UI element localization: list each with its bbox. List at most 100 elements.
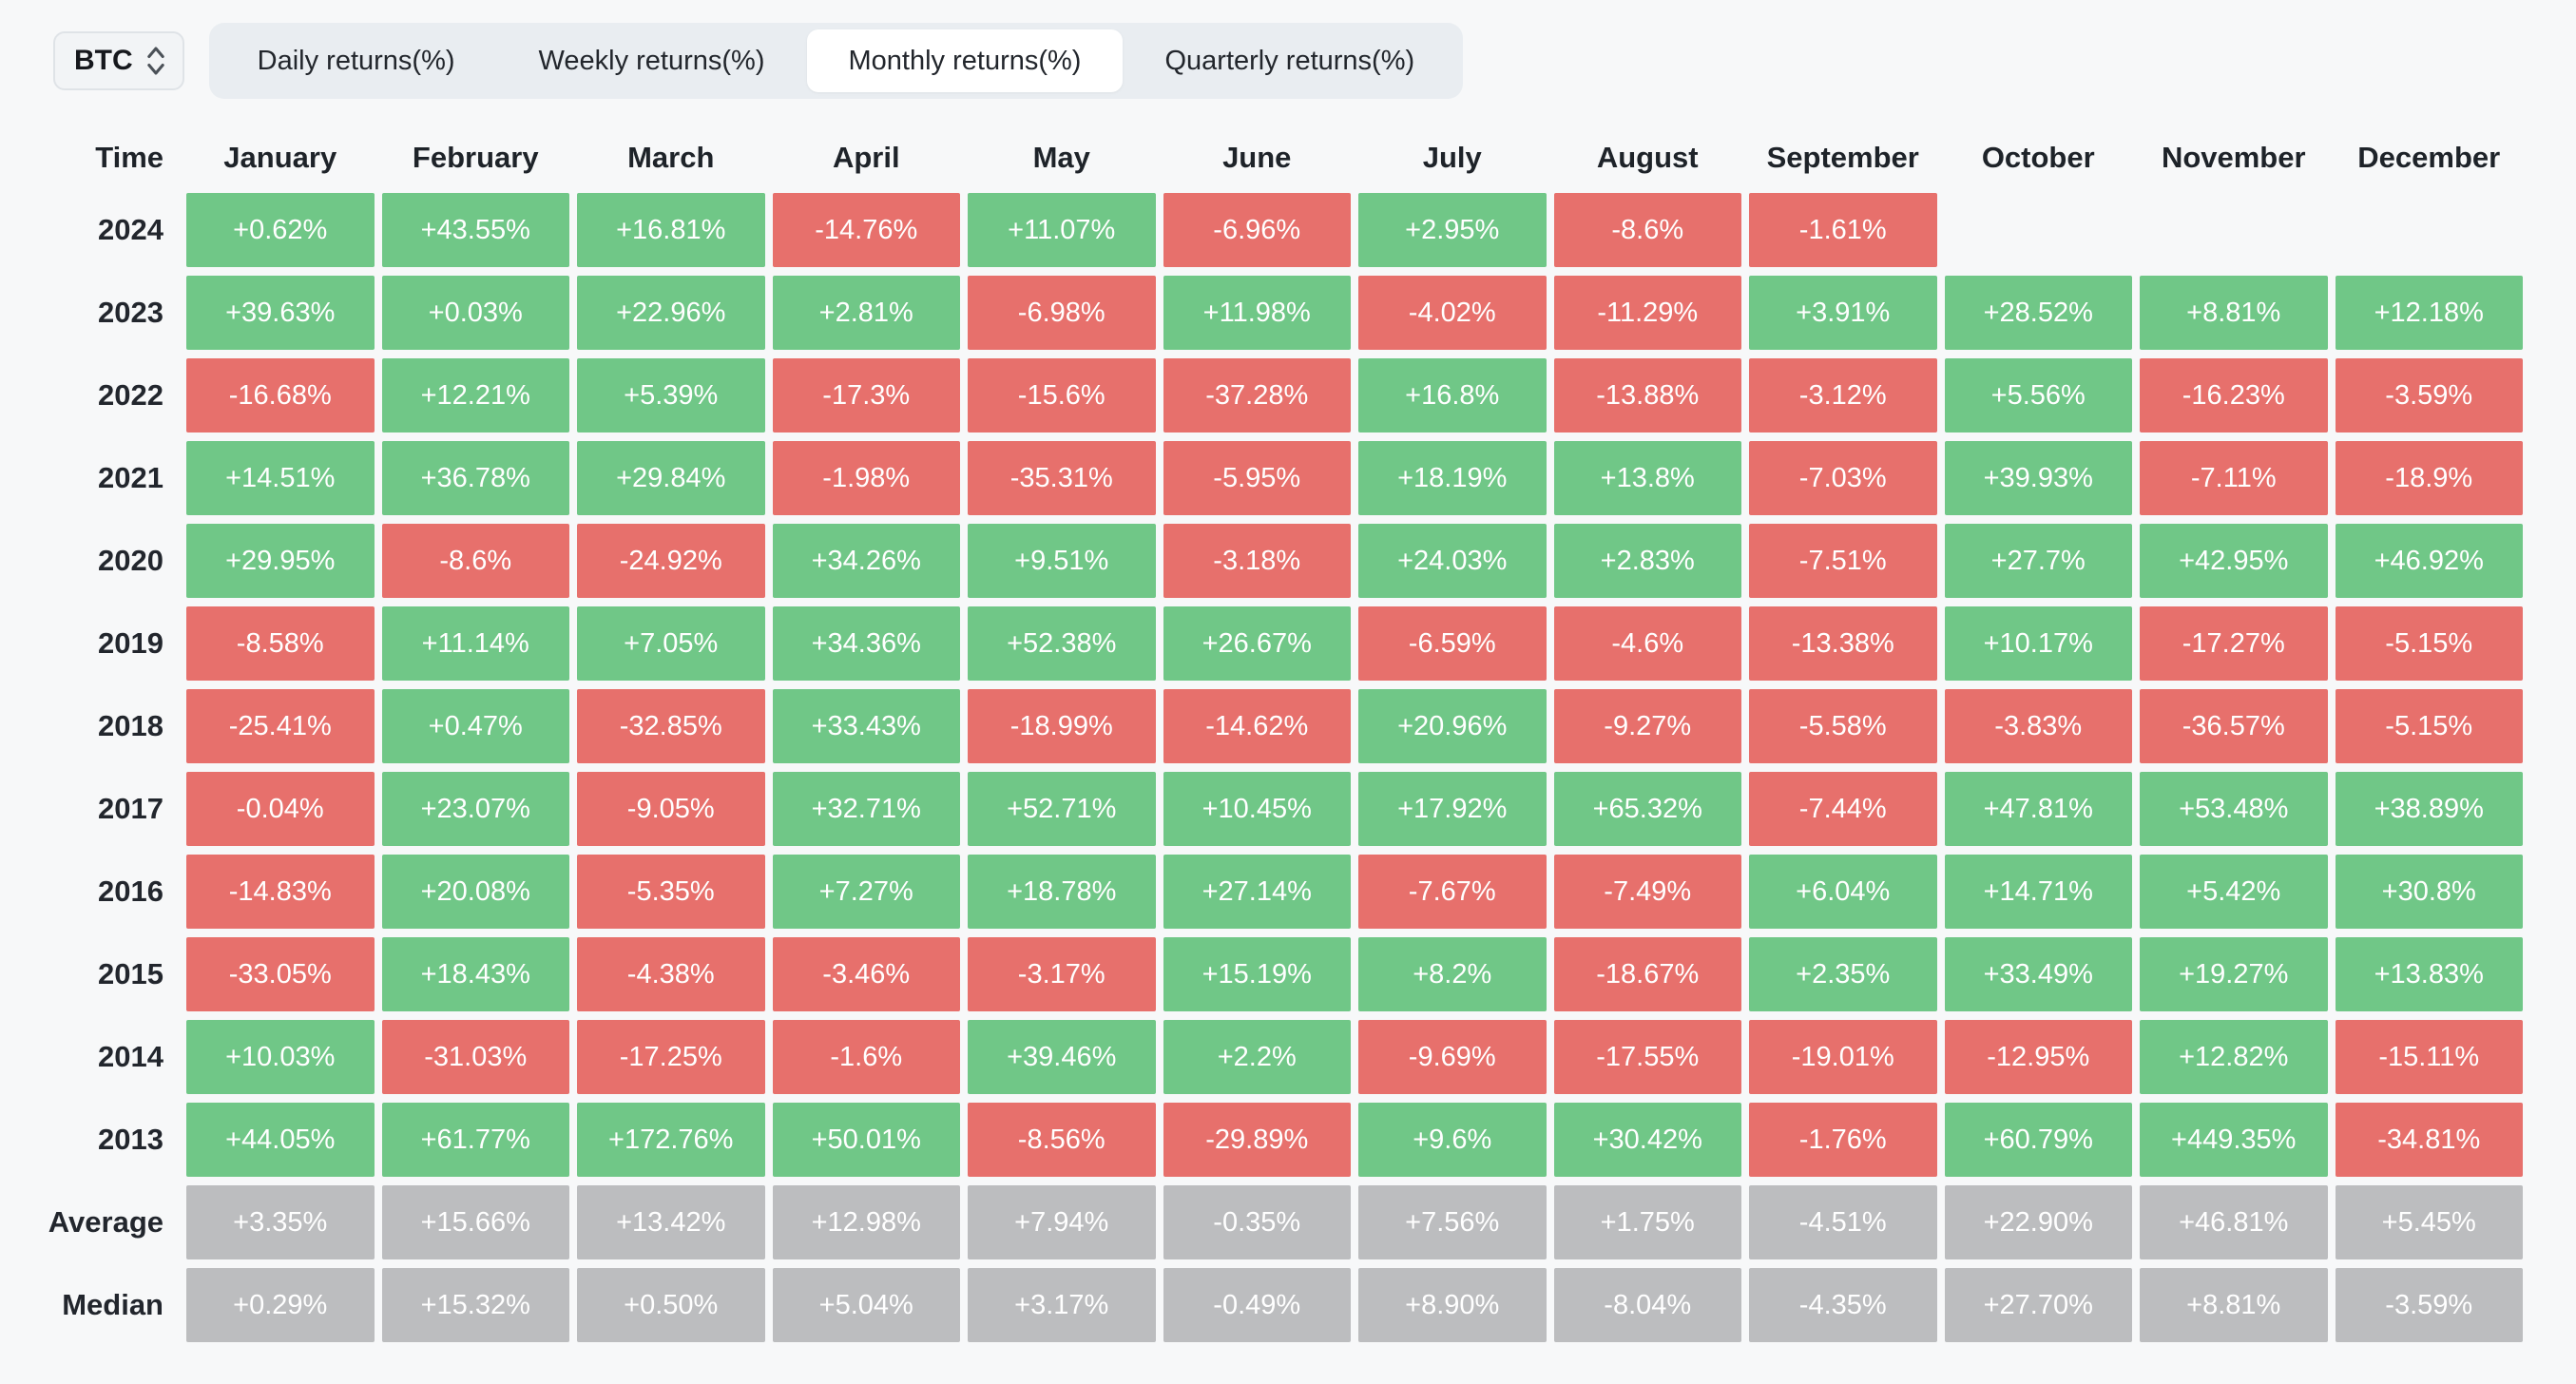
return-cell: -17.3% <box>772 358 960 432</box>
symbol-select[interactable]: BTC <box>53 31 184 90</box>
return-cell: +50.01% <box>772 1103 960 1177</box>
return-cell: -17.27% <box>2140 606 2328 681</box>
return-cell: +22.96% <box>577 276 765 350</box>
return-cell: +26.67% <box>1163 606 1351 681</box>
return-cell: -18.99% <box>968 689 1156 763</box>
return-cell: -5.35% <box>577 855 765 929</box>
row-label-2015: 2015 <box>98 957 163 990</box>
return-cell: -3.59% <box>2335 1268 2523 1342</box>
column-header-april: April <box>832 141 900 174</box>
return-cell: +0.03% <box>381 276 569 350</box>
return-cell: +46.81% <box>2140 1185 2328 1259</box>
return-cell: +13.42% <box>577 1185 765 1259</box>
return-cell: +47.81% <box>1944 772 2132 846</box>
return-cell: -5.15% <box>2335 606 2523 681</box>
return-cell: +7.94% <box>968 1185 1156 1259</box>
return-cell: +8.81% <box>2140 276 2328 350</box>
return-cell: +12.21% <box>381 358 569 432</box>
return-cell: +13.8% <box>1553 441 1741 515</box>
monthly-returns-table: Time January February March April May June July… <box>48 131 2524 1342</box>
return-cell: -13.88% <box>1553 358 1741 432</box>
return-cell: +32.71% <box>772 772 960 846</box>
return-cell: +10.45% <box>1163 772 1351 846</box>
return-cell <box>2336 193 2524 267</box>
row-label-2024: 2024 <box>98 213 163 246</box>
return-cell: -14.83% <box>186 855 375 929</box>
return-cell: -31.03% <box>381 1020 569 1094</box>
return-cell: +8.2% <box>1358 937 1547 1011</box>
return-cell: -7.03% <box>1749 441 1937 515</box>
return-cell: +2.83% <box>1553 524 1741 598</box>
return-cell: +27.70% <box>1944 1268 2132 1342</box>
row-label-average: Average <box>48 1205 163 1239</box>
return-cell: +2.35% <box>1749 937 1937 1011</box>
return-cell: +61.77% <box>381 1103 569 1177</box>
return-cell: +24.03% <box>1358 524 1547 598</box>
return-cell: +27.14% <box>1163 855 1351 929</box>
row-label-2021: 2021 <box>98 461 163 494</box>
return-cell: +0.50% <box>577 1268 765 1342</box>
return-cell: -15.11% <box>2335 1020 2523 1094</box>
return-cell: -7.67% <box>1358 855 1547 929</box>
return-cell: +3.91% <box>1749 276 1937 350</box>
return-cell: -37.28% <box>1163 358 1351 432</box>
return-cell: +7.27% <box>772 855 960 929</box>
return-cell <box>2140 193 2328 267</box>
return-cell: +39.63% <box>186 276 375 350</box>
return-cell: -18.67% <box>1553 937 1741 1011</box>
return-cell: +33.49% <box>1944 937 2132 1011</box>
return-cell <box>1945 193 2133 267</box>
return-cell: -1.61% <box>1749 193 1937 267</box>
return-cell: -6.98% <box>968 276 1156 350</box>
return-cell: +16.8% <box>1358 358 1547 432</box>
return-cell: +36.78% <box>381 441 569 515</box>
return-cell: +52.71% <box>968 772 1156 846</box>
return-cell: +12.82% <box>2140 1020 2328 1094</box>
return-cell: +34.36% <box>772 606 960 681</box>
column-header-november: November <box>2161 141 2306 174</box>
return-cell: +5.56% <box>1944 358 2132 432</box>
tab-weekly-returns[interactable]: Weekly returns(%) <box>497 29 807 92</box>
row-label-2020: 2020 <box>98 544 163 577</box>
row-label-2014: 2014 <box>98 1040 163 1073</box>
return-cell: -18.9% <box>2335 441 2523 515</box>
tab-daily-returns[interactable]: Daily returns(%) <box>216 29 497 92</box>
return-cell: -14.62% <box>1163 689 1351 763</box>
return-cell: +0.47% <box>381 689 569 763</box>
return-cell: +19.27% <box>2140 937 2328 1011</box>
tab-monthly-returns[interactable]: Monthly returns(%) <box>806 29 1124 92</box>
return-cell: -33.05% <box>186 937 375 1011</box>
return-cell: -5.58% <box>1749 689 1937 763</box>
return-cell: -32.85% <box>577 689 765 763</box>
return-cell: -8.04% <box>1553 1268 1741 1342</box>
symbol-select-value: BTC <box>74 45 133 76</box>
return-cell: -4.51% <box>1749 1185 1937 1259</box>
row-label-median: Median <box>62 1288 163 1321</box>
row-label-2013: 2013 <box>98 1123 163 1156</box>
return-cell: +15.66% <box>381 1185 569 1259</box>
return-cell: +20.96% <box>1358 689 1547 763</box>
return-cell: -17.25% <box>577 1020 765 1094</box>
row-label-2022: 2022 <box>98 378 163 412</box>
return-cell: +39.46% <box>968 1020 1156 1094</box>
return-cell: +2.2% <box>1163 1020 1351 1094</box>
column-header-june: June <box>1222 141 1292 174</box>
return-cell: +2.95% <box>1358 193 1547 267</box>
return-cell: -5.15% <box>2335 689 2523 763</box>
row-label-2016: 2016 <box>98 875 163 908</box>
return-cell: -6.59% <box>1358 606 1547 681</box>
return-cell: -8.6% <box>381 524 569 598</box>
return-cell: -0.49% <box>1163 1268 1351 1342</box>
tab-quarterly-returns[interactable]: Quarterly returns(%) <box>1123 29 1456 92</box>
return-cell: -1.98% <box>772 441 960 515</box>
return-cell: -6.96% <box>1163 193 1351 267</box>
return-cell: +11.07% <box>968 193 1156 267</box>
return-cell: -8.58% <box>186 606 375 681</box>
return-cell: -7.11% <box>2140 441 2328 515</box>
return-cell: +42.95% <box>2140 524 2328 598</box>
return-cell: -11.29% <box>1553 276 1741 350</box>
return-cell: -14.76% <box>772 193 960 267</box>
return-cell: -16.23% <box>2140 358 2328 432</box>
return-cell: +3.35% <box>186 1185 375 1259</box>
return-cell: -9.05% <box>577 772 765 846</box>
